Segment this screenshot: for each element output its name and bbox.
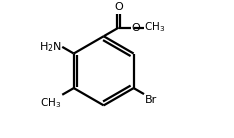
Text: $\mathregular{H_2N}$: $\mathregular{H_2N}$ — [39, 40, 62, 54]
Text: O: O — [114, 2, 123, 12]
Text: Br: Br — [145, 95, 157, 105]
Text: O: O — [131, 23, 140, 33]
Text: $\mathregular{CH_3}$: $\mathregular{CH_3}$ — [144, 21, 165, 34]
Text: $\mathregular{CH_3}$: $\mathregular{CH_3}$ — [40, 96, 62, 110]
